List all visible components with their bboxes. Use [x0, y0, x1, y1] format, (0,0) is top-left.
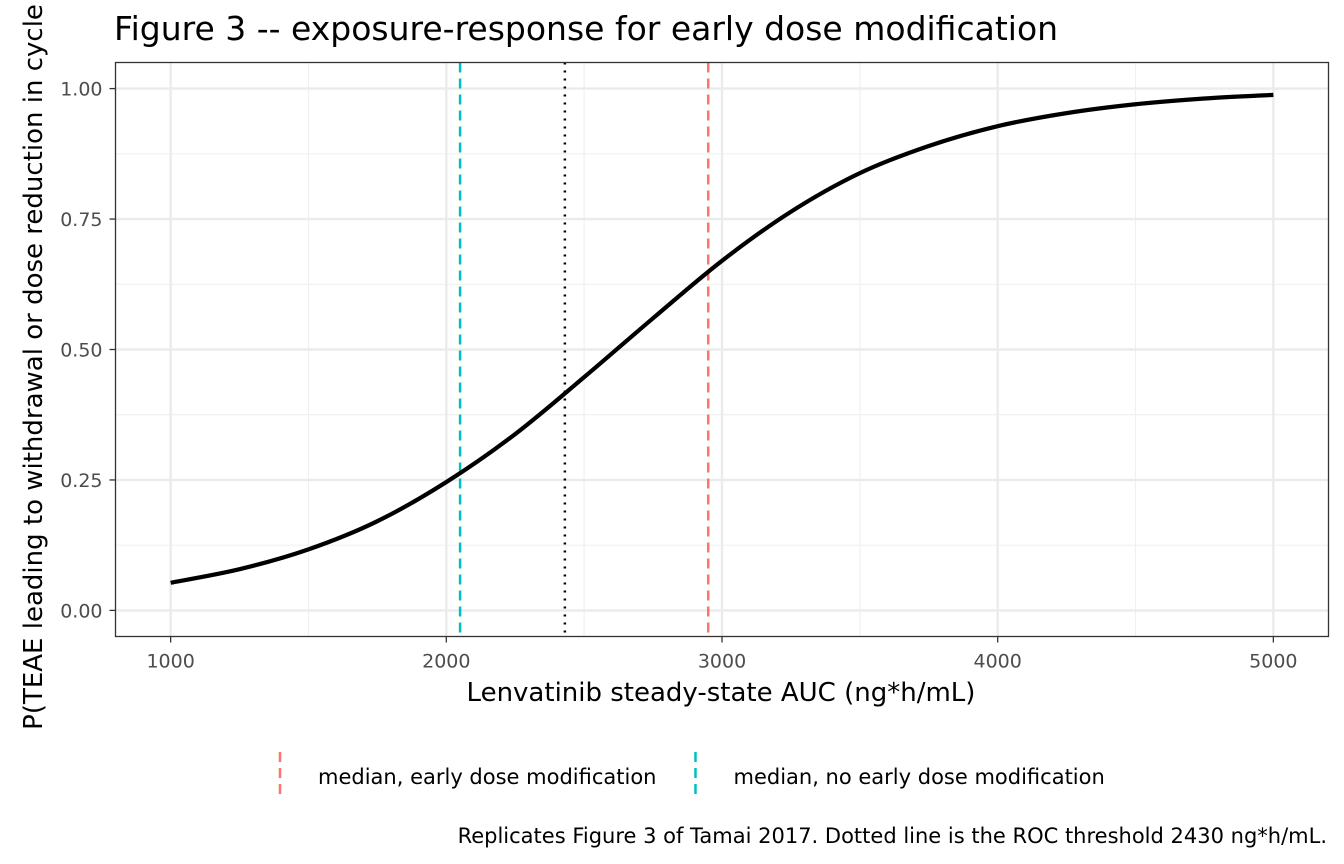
- x-axis-title: Lenvatinib steady-state AUC (ng*h/mL): [467, 678, 976, 708]
- chart-title: Figure 3 -- exposure-response for early …: [114, 9, 1058, 48]
- x-tick-label: 1000: [146, 651, 194, 673]
- legend-label: median, no early dose modification: [733, 765, 1104, 789]
- y-axis-title: P(TEAE leading to withdrawal or dose red…: [19, 0, 49, 730]
- y-axis: 0.00 0.25 0.50 0.75 1.00: [60, 79, 116, 622]
- y-tick-label: 0.00: [60, 600, 102, 622]
- y-tick-label: 0.25: [60, 470, 102, 492]
- series-line: [170, 92, 1274, 585]
- chart-caption: Replicates Figure 3 of Tamai 2017. Dotte…: [458, 824, 1327, 848]
- x-tick-label: 2000: [422, 651, 470, 673]
- y-tick-label: 0.75: [60, 209, 102, 231]
- grid-major: [115, 62, 1329, 637]
- legend-label: median, early dose modification: [318, 765, 656, 789]
- y-tick-label: 0.50: [60, 340, 102, 362]
- x-axis: 1000 2000 3000 4000 5000: [146, 636, 1298, 673]
- legend: median, early dose modification median, n…: [278, 752, 1105, 800]
- y-tick-label: 1.00: [60, 79, 102, 101]
- x-tick-label: 5000: [1249, 651, 1297, 673]
- x-tick-label: 4000: [974, 651, 1022, 673]
- data-series: [170, 92, 1274, 585]
- x-tick-label: 3000: [698, 651, 746, 673]
